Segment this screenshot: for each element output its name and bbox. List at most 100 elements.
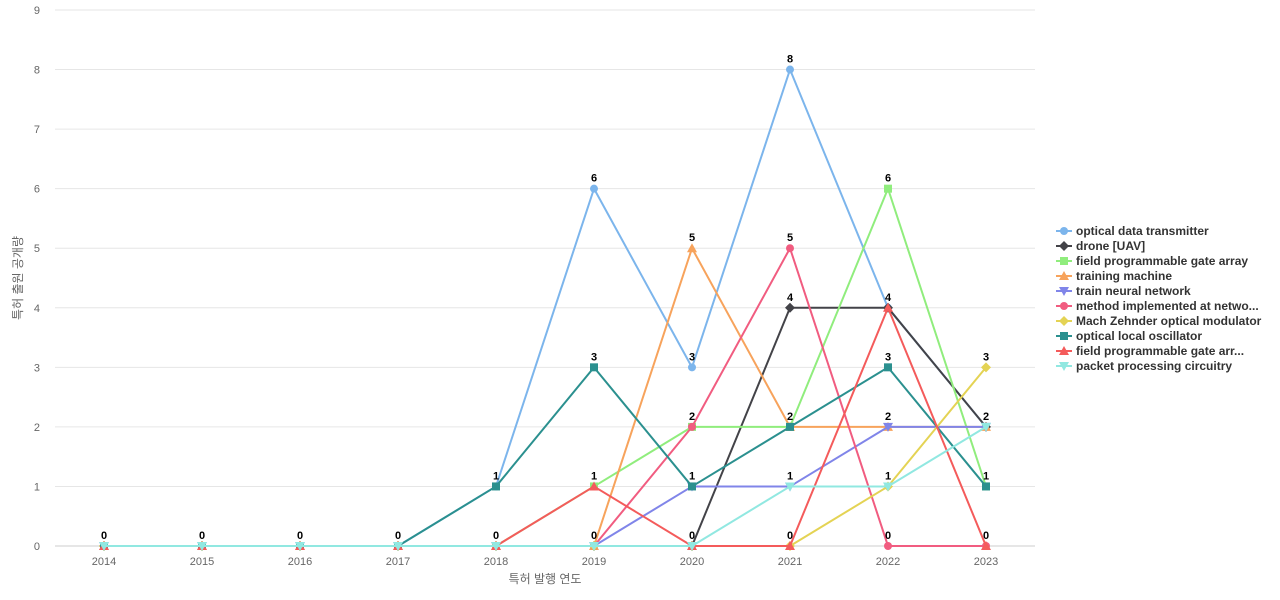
- legend-label: optical data transmitter: [1076, 224, 1209, 238]
- data-point[interactable]: [589, 481, 599, 491]
- data-point[interactable]: [590, 184, 598, 193]
- data-point[interactable]: [687, 542, 697, 551]
- data-point[interactable]: [688, 422, 696, 431]
- data-point[interactable]: [981, 541, 991, 550]
- data-label: 1: [591, 470, 597, 482]
- data-label: 8: [787, 54, 793, 66]
- data-point[interactable]: [785, 302, 795, 313]
- data-point[interactable]: [982, 482, 990, 491]
- data-label: 2: [885, 411, 891, 423]
- data-point[interactable]: [785, 541, 795, 550]
- data-label: 1: [787, 470, 793, 482]
- legend-item[interactable]: method implemented at netwo...: [1056, 299, 1259, 313]
- data-point[interactable]: [883, 482, 893, 492]
- legend-item[interactable]: train neural network: [1056, 284, 1191, 298]
- legend-label: field programmable gate arr...: [1076, 344, 1244, 358]
- series-group: [99, 362, 991, 551]
- legend-label: field programmable gate array: [1076, 254, 1248, 268]
- legend-marker-icon: [1060, 302, 1068, 310]
- legend-marker-icon: [1060, 227, 1068, 235]
- data-point[interactable]: [688, 482, 696, 491]
- data-point[interactable]: [884, 363, 892, 372]
- data-point[interactable]: [785, 482, 795, 492]
- y-tick-label: 1: [34, 481, 40, 493]
- data-labels: 0 0 0 0 1 0 6 3 1 0 5 3 2 1 0 8 5 4 2 1 0 6 4 3 2 1 0 3 2 1 0: [101, 54, 989, 542]
- data-label: 1: [983, 470, 989, 482]
- y-tick-label: 4: [34, 303, 40, 315]
- data-label: 1: [689, 470, 695, 482]
- data-point[interactable]: [786, 65, 794, 74]
- legend-marker-icon: [1059, 362, 1069, 371]
- data-point[interactable]: [491, 542, 501, 551]
- legend-marker-icon: [1060, 257, 1068, 265]
- data-point[interactable]: [786, 422, 794, 431]
- legend-item[interactable]: drone [UAV]: [1056, 239, 1145, 253]
- data-point[interactable]: [981, 362, 991, 373]
- data-label: 0: [885, 530, 891, 542]
- series-line[interactable]: [103, 247, 987, 547]
- data-label: 0: [983, 530, 989, 542]
- legend-label: optical local oscillator: [1076, 329, 1202, 343]
- legend-marker-icon: [1059, 241, 1069, 251]
- y-tick-label: 7: [34, 124, 40, 136]
- gridlines: [55, 9, 1035, 547]
- legend-item[interactable]: Mach Zehnder optical modulator: [1056, 314, 1262, 328]
- series-lines: [99, 65, 991, 551]
- data-point[interactable]: [393, 542, 403, 551]
- legend-item[interactable]: field programmable gate array: [1056, 254, 1248, 268]
- data-point[interactable]: [492, 482, 500, 491]
- data-point[interactable]: [197, 542, 207, 551]
- x-tick-label: 2021: [778, 556, 802, 568]
- x-tick-label: 2018: [484, 556, 508, 568]
- data-label: 0: [787, 530, 793, 542]
- y-tick-label: 5: [34, 243, 40, 255]
- data-point[interactable]: [688, 363, 696, 372]
- y-tick-label: 8: [34, 65, 40, 77]
- data-label: 3: [689, 351, 695, 363]
- data-point[interactable]: [884, 184, 892, 193]
- data-point[interactable]: [981, 422, 991, 432]
- data-label: 3: [591, 351, 597, 363]
- series-group: [99, 422, 991, 551]
- data-point[interactable]: [295, 542, 305, 551]
- x-tick-label: 2019: [582, 556, 606, 568]
- data-point[interactable]: [99, 542, 109, 551]
- data-point[interactable]: [687, 243, 697, 253]
- x-axis-title: 특허 발행 연도: [509, 571, 582, 586]
- x-tick-label: 2015: [190, 556, 214, 568]
- data-point[interactable]: [590, 363, 598, 372]
- data-point[interactable]: [884, 542, 892, 550]
- y-tick-label: 2: [34, 422, 40, 434]
- x-axis-ticks: 2014 2015 2016 2017 2018 2019 2020 2021 2022 2023: [92, 556, 998, 568]
- y-tick-label: 0: [34, 541, 40, 553]
- data-point[interactable]: [589, 542, 599, 551]
- series-line[interactable]: [103, 366, 987, 547]
- legend-marker-icon: [1059, 287, 1069, 296]
- legend-item[interactable]: training machine: [1056, 269, 1172, 283]
- legend-marker-icon: [1060, 332, 1068, 340]
- legend-marker-icon: [1059, 346, 1069, 355]
- legend-item[interactable]: packet processing circuitry: [1056, 359, 1232, 373]
- data-label: 0: [493, 530, 499, 542]
- series-group: [99, 243, 991, 550]
- data-label: 2: [689, 411, 695, 423]
- series-line[interactable]: [103, 425, 987, 547]
- legend-item[interactable]: optical local oscillator: [1056, 329, 1202, 343]
- x-tick-label: 2014: [92, 556, 116, 568]
- data-label: 3: [885, 351, 891, 363]
- data-label: 5: [787, 232, 793, 244]
- data-label: 1: [493, 470, 499, 482]
- legend-item[interactable]: field programmable gate arr...: [1056, 344, 1244, 358]
- x-tick-label: 2016: [288, 556, 312, 568]
- data-point[interactable]: [786, 244, 794, 253]
- data-label: 0: [689, 530, 695, 542]
- data-point[interactable]: [883, 302, 893, 312]
- legend-item[interactable]: optical data transmitter: [1056, 224, 1209, 238]
- data-point[interactable]: [883, 422, 893, 432]
- series-line[interactable]: [103, 247, 987, 547]
- x-tick-label: 2020: [680, 556, 704, 568]
- series-line[interactable]: [103, 366, 987, 547]
